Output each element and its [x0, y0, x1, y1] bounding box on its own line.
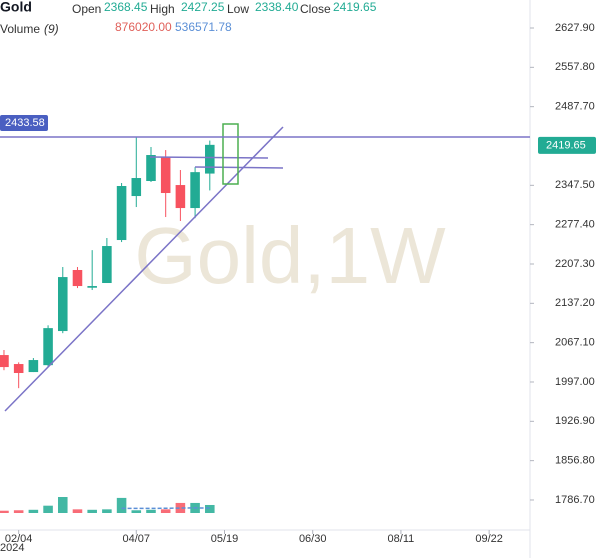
legend-label: Close	[300, 2, 331, 16]
candle-body	[160, 157, 171, 194]
last-price-label: 2419.65	[546, 139, 586, 151]
volume-bar	[13, 510, 24, 513]
y-tick-label: 2557.80	[555, 61, 595, 73]
legend-value: 2419.65	[333, 0, 377, 14]
x-tick-label: 06/30	[299, 533, 327, 545]
candle-body	[146, 155, 156, 182]
volume-bar	[72, 509, 83, 513]
legend-value: 2427.25	[181, 0, 225, 14]
horizontal-line-label: 2433.58	[5, 117, 45, 129]
y-tick-label: 2487.70	[555, 101, 595, 113]
y-tick-label: 2277.40	[555, 219, 595, 231]
y-tick-label: 1926.90	[555, 415, 595, 427]
volume-period: (9)	[44, 22, 59, 36]
x-tick-label: 09/22	[475, 533, 503, 545]
x-tick-label: 05/19	[211, 533, 239, 545]
volume-bar	[43, 505, 53, 513]
symbol: Gold	[0, 0, 32, 15]
rectangle-drawing	[222, 123, 239, 185]
last-price-tag	[538, 136, 596, 154]
x-tick-label: 02/04	[5, 533, 33, 545]
candle-body	[131, 178, 142, 197]
volume-bar	[205, 504, 215, 513]
volume-bar	[0, 510, 9, 513]
legend-label: Low	[227, 2, 249, 16]
volume-ma-value: 536571.78	[175, 20, 232, 34]
candle-body	[102, 246, 112, 284]
y-tick-label: 2627.90	[555, 22, 595, 34]
volume-bar	[87, 509, 97, 513]
drawings	[4, 123, 284, 412]
volume-bar	[175, 502, 186, 513]
y-tick-label: 2137.20	[555, 297, 595, 309]
candle-body	[0, 355, 9, 368]
y-tick-label: 1786.70	[555, 494, 595, 506]
candle-body	[116, 185, 127, 241]
candle-body	[72, 269, 83, 287]
trend-line	[194, 166, 284, 169]
volume-bar	[28, 509, 39, 513]
candle-body	[205, 144, 215, 174]
candle-body	[57, 277, 68, 332]
candle-body	[87, 286, 97, 288]
y-tick-label: 2067.10	[555, 337, 595, 349]
year-label: 2024	[0, 542, 24, 554]
legend-value: 2368.45	[104, 0, 148, 14]
trend-line	[4, 126, 284, 412]
horizontal-line-tag	[0, 115, 48, 132]
x-tick-label: 08/11	[388, 533, 415, 545]
watermark: Gold,1W	[134, 211, 446, 300]
volume-value: 876020.00	[115, 20, 172, 34]
volume-ma-line	[121, 507, 210, 510]
volume-bar	[160, 509, 171, 513]
volume-label: Volume	[0, 22, 40, 36]
volume-bar	[116, 497, 127, 513]
candle-body	[43, 328, 53, 366]
y-tick-label: 2207.30	[555, 258, 595, 270]
candle-body	[13, 364, 24, 374]
candle-body	[175, 185, 186, 209]
candle-body	[28, 360, 39, 373]
plot	[0, 137, 215, 513]
y-tick-label: 1997.00	[555, 376, 595, 388]
trend-line	[149, 156, 269, 159]
volume-bar	[57, 497, 68, 513]
candle-body	[190, 172, 200, 209]
y-tick-label: 1856.80	[555, 455, 595, 467]
volume-bar	[146, 509, 156, 513]
x-tick-label: 04/07	[123, 533, 151, 545]
legend-label: High	[150, 2, 175, 16]
y-tick-label: 2347.50	[555, 179, 595, 191]
legend-label: Open	[72, 2, 101, 16]
volume-bar	[131, 510, 142, 513]
volume-bar	[102, 509, 112, 513]
legend-value: 2338.40	[255, 0, 299, 14]
